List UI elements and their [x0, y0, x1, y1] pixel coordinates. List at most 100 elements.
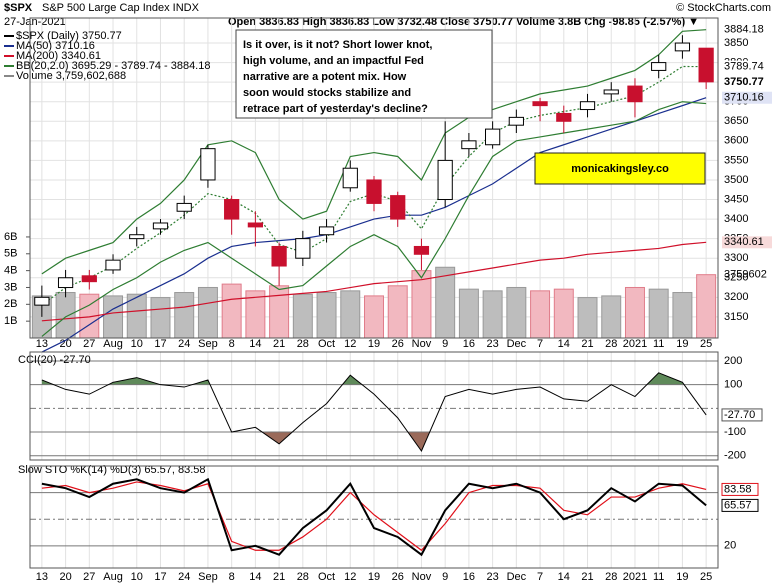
- x-tick-label: Oct: [318, 338, 335, 350]
- x-tick-label: 21: [273, 338, 285, 350]
- x-tick-label: Nov: [412, 571, 432, 583]
- value-label-box: [721, 498, 759, 512]
- x-tick-label: 25: [700, 338, 712, 350]
- volume-bar: [221, 283, 242, 339]
- candle-body: [485, 128, 501, 146]
- x-tick-label: 28: [605, 571, 617, 583]
- x-tick-label: 16: [463, 571, 475, 583]
- x-tick-label: 24: [178, 571, 190, 583]
- x-tick-label: Aug: [103, 338, 123, 350]
- x-tick-label: 28: [297, 338, 309, 350]
- x-tick-label: 17: [154, 338, 166, 350]
- candle-body: [176, 202, 192, 212]
- value-label: 3789.74: [724, 61, 764, 73]
- candle-body: [366, 179, 382, 204]
- candle-body: [57, 277, 74, 289]
- title: $SPX: [4, 2, 33, 14]
- watermark: monicakingsley.co: [571, 163, 669, 175]
- cci-overbought-area: [41, 372, 707, 385]
- y-tick-label: 3200: [724, 291, 748, 303]
- volume-bar: [292, 293, 313, 339]
- candle-body: [674, 42, 691, 52]
- annotation-line: Is it over, is it not? Short lower knot,: [243, 39, 432, 51]
- y-tick-label: 3450: [724, 193, 748, 205]
- annotation-line: narrative are a potent mix. How: [243, 71, 407, 83]
- x-tick-label: 8: [229, 571, 235, 583]
- indicator-line: [41, 101, 707, 337]
- y-tick-label: 3550: [724, 154, 748, 166]
- y-tick-label: 3300: [724, 252, 748, 264]
- legend-entry: $SPX (Daily) 3750.77: [16, 30, 122, 42]
- volume-bar: [387, 285, 408, 339]
- value-label-box: [722, 236, 772, 249]
- candle-body: [651, 62, 667, 71]
- volume-bar: [55, 292, 76, 339]
- x-tick-label: 13: [36, 571, 48, 583]
- x-tick-label: Nov: [412, 338, 432, 350]
- y-tick-label: -100: [724, 426, 746, 438]
- x-tick-label: 20: [59, 571, 71, 583]
- y-tick-label: 3150: [724, 311, 748, 323]
- x-tick-label: 16: [463, 338, 475, 350]
- x-tick-label: 10: [131, 338, 143, 350]
- annotation-line: retrace part of yesterday's decline?: [243, 103, 428, 115]
- candle-body: [34, 296, 50, 306]
- candle-body: [437, 159, 453, 201]
- x-tick-label: Dec: [507, 338, 527, 350]
- x-tick-label: 11: [653, 338, 664, 350]
- x-tick-label: 7: [537, 338, 543, 350]
- x-tick-label: 28: [605, 338, 617, 350]
- legend-entry: Volume 3,759,602,688: [16, 70, 126, 82]
- volume-bar: [624, 286, 645, 339]
- x-tick-label: 13: [36, 338, 48, 350]
- candle-body: [508, 116, 524, 126]
- x-tick-label: Dec: [507, 571, 527, 583]
- volume-bar: [103, 295, 124, 339]
- x-tick-label: 27: [83, 571, 95, 583]
- value-label: 3340.61: [724, 236, 764, 248]
- volume-bar: [601, 295, 622, 339]
- volume-bar: [340, 290, 361, 339]
- x-tick-label: 21: [581, 338, 593, 350]
- candle-body: [556, 112, 572, 122]
- x-tick-label: 8: [229, 338, 235, 350]
- volume-tick-label: 5B: [4, 248, 17, 260]
- x-tick-label: 7: [537, 571, 543, 583]
- candle-body: [224, 199, 240, 220]
- candle-body: [271, 245, 287, 267]
- x-tick-label: 2021: [623, 571, 647, 583]
- candle-body: [698, 47, 714, 83]
- candle-body: [129, 234, 145, 240]
- volume-bar: [672, 292, 693, 339]
- volume-tick-label: 1B: [4, 315, 17, 327]
- panel-frame: [29, 465, 719, 569]
- volume-bar: [506, 286, 527, 339]
- x-tick-label: 21: [581, 571, 593, 583]
- legend-entry: BB(20,2.0) 3695.29 - 3789.74 - 3884.18: [16, 60, 210, 72]
- x-tick-label: Aug: [103, 571, 123, 583]
- x-tick-label: 20: [59, 338, 71, 350]
- x-tick-label: 19: [676, 338, 688, 350]
- x-tick-label: Sep: [198, 571, 218, 583]
- panel-title: CCI(20) -27.70: [18, 354, 91, 366]
- x-tick-label: 12: [344, 338, 356, 350]
- x-tick-label: 27: [83, 338, 95, 350]
- x-tick-label: 19: [676, 571, 688, 583]
- x-tick-label: 23: [486, 338, 498, 350]
- candle-body: [295, 238, 311, 259]
- volume-tick-label: 2B: [4, 298, 17, 310]
- candle-body: [152, 222, 169, 230]
- panel-title: Slow STO %K(14) %D(3) 65.57, 83.58: [18, 464, 206, 476]
- y-tick-label: 3500: [724, 174, 748, 186]
- candle-body: [532, 101, 548, 107]
- x-tick-label: 25: [700, 571, 712, 583]
- volume-bar: [435, 266, 456, 339]
- candle-body: [390, 195, 406, 220]
- candle-body: [579, 101, 596, 111]
- candle-body: [627, 85, 643, 103]
- candle-body: [247, 222, 263, 228]
- value-label-box: [722, 91, 772, 104]
- volume-bar: [648, 288, 669, 339]
- volume-last-label: 3759602: [724, 269, 767, 281]
